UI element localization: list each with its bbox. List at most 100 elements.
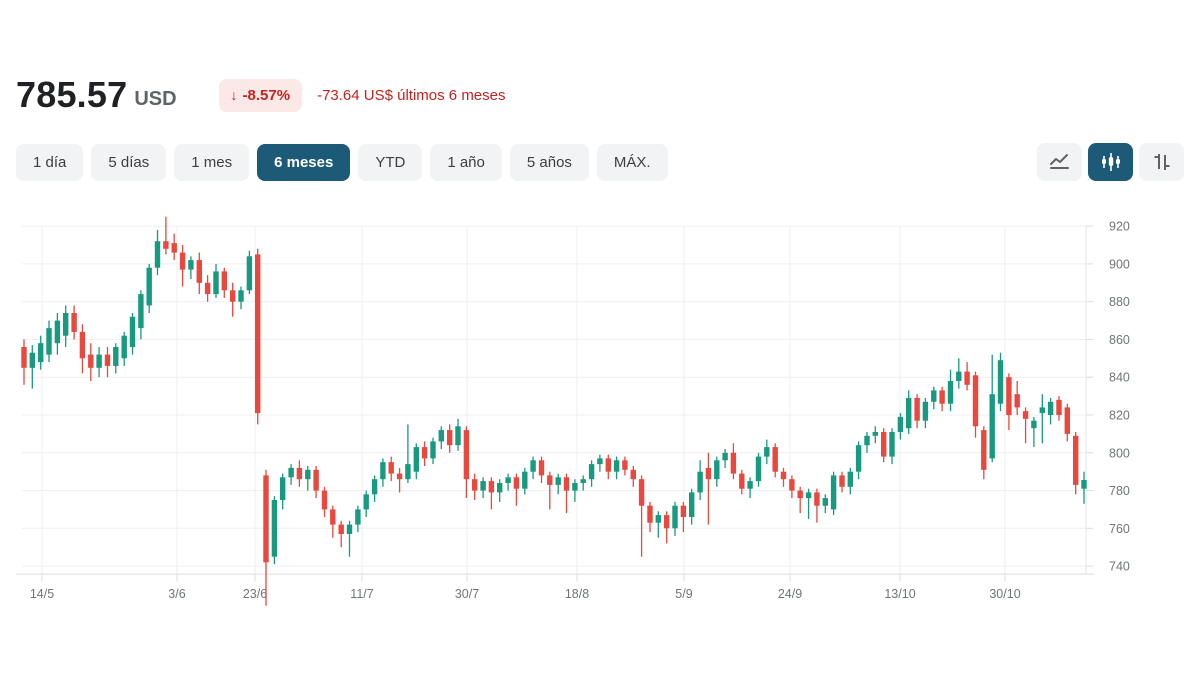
- candle-body: [271, 500, 278, 557]
- candle-body: [855, 445, 862, 472]
- candle-body: [588, 464, 595, 480]
- candle-body: [497, 483, 503, 493]
- candle-body: [822, 498, 828, 506]
- x-axis-label: 23/6: [243, 587, 267, 601]
- candle-body: [814, 492, 820, 506]
- line-chart-button[interactable]: [1037, 143, 1082, 181]
- chart-controls: 1 día 5 días 1 mes 6 meses YTD 1 año 5 años MÁX…: [16, 143, 1184, 181]
- candle-body: [989, 394, 995, 459]
- tab-5-años[interactable]: 5 años: [509, 143, 589, 181]
- candle-body: [171, 243, 177, 253]
- candle-body: [296, 467, 303, 480]
- candle-body: [230, 290, 236, 302]
- candle-body: [1039, 407, 1045, 414]
- candle-body: [396, 473, 403, 480]
- candlestick-icon: [1099, 151, 1123, 173]
- candle-body: [1014, 394, 1020, 408]
- candle-body: [63, 313, 69, 336]
- candle-body: [889, 432, 895, 457]
- candle-body: [613, 460, 620, 472]
- candle-body: [371, 479, 378, 495]
- candle-body: [505, 477, 511, 483]
- candle-body: [555, 477, 561, 485]
- tab-1-mes[interactable]: 1 mes: [174, 143, 250, 181]
- range-tabs: 1 día 5 días 1 mes 6 meses YTD 1 año 5 años MÁX…: [16, 143, 668, 181]
- candle-body: [530, 460, 536, 472]
- candle-body: [931, 390, 937, 402]
- ohlc-bars-icon: [1150, 151, 1174, 173]
- candle-body: [246, 256, 253, 291]
- candle-body: [655, 515, 661, 523]
- tab-ytd[interactable]: YTD: [358, 143, 423, 181]
- candle-body: [981, 430, 987, 470]
- candle-body: [263, 475, 269, 563]
- candle-body: [513, 477, 520, 489]
- chart-canvas[interactable]: 920 900 880 860 840 820 800 780 760 740 14/5 3/6 23/…: [16, 211, 1184, 613]
- candle-body: [188, 260, 194, 270]
- candle-body: [780, 471, 787, 480]
- candle-body: [455, 426, 461, 446]
- candle-body: [964, 371, 970, 385]
- candle-body: [947, 381, 954, 404]
- tab-1-año[interactable]: 1 año: [430, 143, 502, 181]
- candle-body: [872, 432, 878, 436]
- candle-body: [313, 469, 319, 491]
- candle-body: [330, 509, 336, 525]
- tab-6-meses[interactable]: 6 meses: [257, 143, 351, 181]
- x-axis-label: 5/9: [675, 587, 692, 601]
- x-axis-label: 30/7: [455, 587, 479, 601]
- candle-body: [922, 401, 929, 421]
- candle-body: [722, 452, 728, 461]
- x-axis-label: 14/5: [30, 587, 54, 601]
- candle-body: [1056, 399, 1062, 415]
- candle-body: [1081, 480, 1087, 489]
- candle-body: [138, 294, 144, 329]
- tab-1-día[interactable]: 1 día: [16, 143, 84, 181]
- x-axis-label: 30/10: [989, 587, 1020, 601]
- candle-body: [96, 354, 102, 368]
- candle-body: [221, 271, 227, 291]
- candle-body: [321, 490, 328, 510]
- y-axis-label: 820: [1109, 409, 1130, 423]
- candle-body: [672, 505, 678, 529]
- currency-label: USD: [134, 87, 177, 110]
- candle-body: [1064, 407, 1070, 434]
- y-axis-label: 740: [1109, 560, 1130, 574]
- candle-body: [789, 479, 795, 491]
- candle-body: [563, 477, 570, 491]
- candle-body: [280, 477, 286, 500]
- candle-body: [580, 479, 586, 483]
- candle-body: [255, 254, 261, 414]
- ohlc-bars-button[interactable]: [1139, 143, 1184, 181]
- candle-body: [79, 331, 86, 359]
- candle-body: [363, 494, 369, 510]
- candle-body: [1047, 401, 1054, 415]
- candle-body: [46, 328, 52, 355]
- candle-body: [488, 481, 495, 493]
- candle-body: [154, 241, 161, 268]
- candle-body: [447, 430, 453, 446]
- candle-body: [747, 481, 753, 489]
- candle-body: [1022, 411, 1029, 419]
- candle-body: [864, 435, 870, 446]
- tab-máx-[interactable]: MÁX.: [596, 143, 668, 181]
- candle-body: [630, 469, 636, 480]
- candle-body: [972, 375, 979, 427]
- candle-body: [797, 490, 803, 499]
- candlestick-button[interactable]: [1088, 143, 1133, 181]
- candle-body: [805, 492, 812, 499]
- candle-body: [705, 467, 712, 480]
- y-axis-label: 760: [1109, 522, 1130, 536]
- candle-body: [597, 458, 603, 465]
- y-axis-label: 840: [1109, 371, 1130, 385]
- candle-body: [772, 447, 778, 472]
- candlestick-chart[interactable]: 920 900 880 860 840 820 800 780 760 740 14/5 3/6 23/…: [16, 211, 1184, 613]
- candle-body: [697, 471, 703, 493]
- change-detail: -73.64 US$ últimos 6 meses: [317, 86, 506, 104]
- candle-body: [664, 515, 670, 529]
- candle-body: [572, 483, 578, 491]
- candle-body: [388, 462, 394, 474]
- candle-body: [714, 460, 720, 480]
- candle-body: [88, 354, 94, 368]
- tab-5-días[interactable]: 5 días: [91, 143, 167, 181]
